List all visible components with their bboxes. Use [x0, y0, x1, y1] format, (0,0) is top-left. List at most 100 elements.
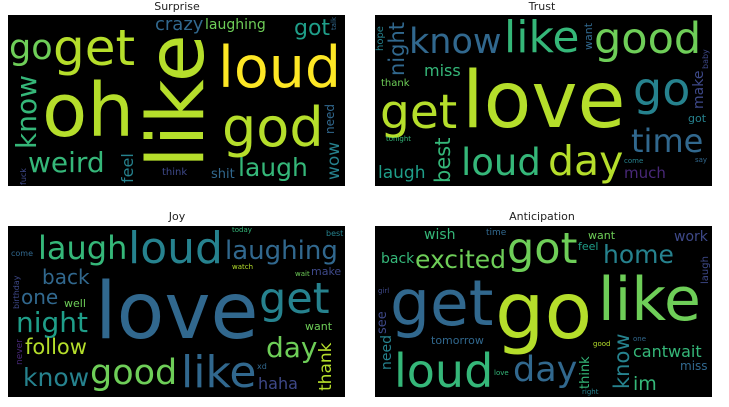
cloud-word: tomorrow	[431, 334, 484, 347]
cloud-word: day	[548, 137, 624, 185]
cloud-word: go	[495, 267, 593, 357]
cloud-word: love	[494, 369, 509, 377]
cloud-word: make	[691, 70, 707, 109]
cloud-word: wait	[295, 270, 310, 278]
cloud-word: good	[594, 15, 702, 64]
cloud-word: today	[232, 226, 252, 234]
cloud-word: want	[582, 22, 595, 50]
cloud-word: get	[53, 19, 136, 77]
cloud-word: weird	[28, 146, 105, 179]
cloud-word: wish	[424, 227, 456, 243]
cloud-word: right	[582, 388, 599, 396]
cloud-word: im	[633, 373, 657, 395]
cloud-word: know	[10, 75, 43, 149]
cloud-word: need	[379, 335, 395, 370]
wordcloud-panel-joy: Joy love loud like get good laughing laugh nigh…	[8, 210, 346, 400]
cloud-word: go	[633, 62, 691, 116]
cloud-word: thank	[381, 78, 410, 89]
cloud-word: best	[326, 229, 344, 238]
cloud-word: make	[311, 265, 342, 278]
cloud-word: go	[9, 28, 53, 68]
cloud-word: oh	[42, 68, 135, 154]
cloud-word: love	[95, 267, 259, 357]
cloud-word: get	[390, 267, 494, 340]
cloud-word: wow	[324, 141, 344, 180]
cloud-word: laugh	[38, 229, 128, 267]
cloud-word: know	[409, 22, 502, 62]
panel-title: Surprise	[154, 0, 200, 13]
wordcloud-canvas: like oh loud god get weird laugh know go wow got fe…	[8, 15, 345, 186]
cloud-word: god	[222, 96, 324, 159]
wordcloud-canvas: love loud like get good laughing laugh night day…	[8, 226, 345, 397]
cloud-word: never	[15, 339, 25, 365]
cloud-word: see	[375, 311, 390, 334]
cloud-word: well	[64, 297, 86, 310]
cloud-word: get	[259, 274, 330, 324]
cloud-word: fuck	[19, 168, 28, 185]
cloud-word: watch	[232, 263, 254, 271]
cloud-word: laugh	[700, 256, 711, 284]
cloud-word: best	[431, 137, 455, 183]
cloud-word: think	[162, 167, 188, 178]
cloud-word: need	[323, 104, 337, 134]
panel-title: Joy	[168, 210, 186, 223]
cloud-word: day	[513, 350, 578, 390]
cloud-word: got	[688, 112, 707, 125]
cloud-word: talk	[330, 16, 338, 30]
cloud-word: laugh	[238, 153, 308, 182]
cloud-word: night	[385, 21, 409, 76]
cloud-word: feel	[118, 153, 137, 183]
wordcloud-panel-surprise: Surprise like oh loud god get weird laugh know g…	[8, 0, 346, 190]
cloud-word: loud	[218, 35, 342, 101]
cloud-word: laugh	[378, 163, 426, 183]
cloud-word: hope	[375, 26, 386, 51]
wordcloud-canvas: love get like day loud go good know time night bes…	[375, 15, 712, 186]
cloud-word: tonight	[386, 135, 412, 143]
cloud-word: day	[266, 331, 318, 364]
cloud-word: cantwait	[633, 342, 702, 361]
panel-title: Anticipation	[509, 210, 575, 223]
cloud-word: work	[674, 229, 708, 245]
cloud-word: crazy	[155, 15, 204, 35]
cloud-word: laughing	[205, 17, 266, 33]
cloud-word: think	[578, 356, 593, 389]
wordcloud-panel-anticipation: Anticipation go get like loud got day know exci…	[371, 210, 713, 400]
cloud-word: haha	[258, 374, 298, 393]
cloud-word: good	[90, 353, 178, 393]
cloud-word: loud	[461, 141, 541, 184]
cloud-word: miss	[424, 61, 461, 80]
cloud-word: like	[181, 347, 257, 397]
cloud-word: got	[294, 16, 331, 41]
cloud-word: follow	[25, 335, 87, 359]
cloud-word: xd	[257, 362, 267, 371]
cloud-word: back	[381, 251, 415, 267]
cloud-word: excited	[415, 245, 507, 274]
cloud-word: thank	[316, 342, 336, 391]
cloud-word: want	[305, 320, 333, 333]
cloud-word: loud	[128, 226, 223, 274]
cloud-word: much	[624, 164, 666, 182]
cloud-word: one	[633, 335, 647, 343]
cloud-word: like	[132, 34, 222, 168]
cloud-word: know	[610, 333, 634, 390]
cloud-word: laughing	[225, 236, 338, 266]
cloud-word: shit	[211, 167, 235, 182]
cloud-word: get	[380, 85, 458, 140]
cloud-word: say	[695, 156, 708, 164]
cloud-word: miss	[680, 359, 708, 373]
cloud-word: know	[23, 363, 90, 392]
cloud-word: time	[631, 122, 704, 160]
cloud-word: birthday	[12, 275, 21, 309]
cloud-word: like	[504, 15, 580, 63]
cloud-word: come	[11, 249, 34, 258]
wordcloud-panel-trust: Trust love get like day loud go good know time ni…	[371, 0, 713, 190]
cloud-word: like	[598, 265, 701, 335]
cloud-word: one	[21, 285, 59, 309]
cloud-word: night	[16, 306, 89, 339]
cloud-word: baby	[701, 49, 710, 69]
cloud-word: loud	[394, 344, 494, 397]
panel-title: Trust	[528, 0, 556, 13]
cloud-word: girl	[378, 287, 390, 295]
cloud-word: good	[593, 340, 611, 348]
cloud-word: want	[588, 229, 616, 242]
